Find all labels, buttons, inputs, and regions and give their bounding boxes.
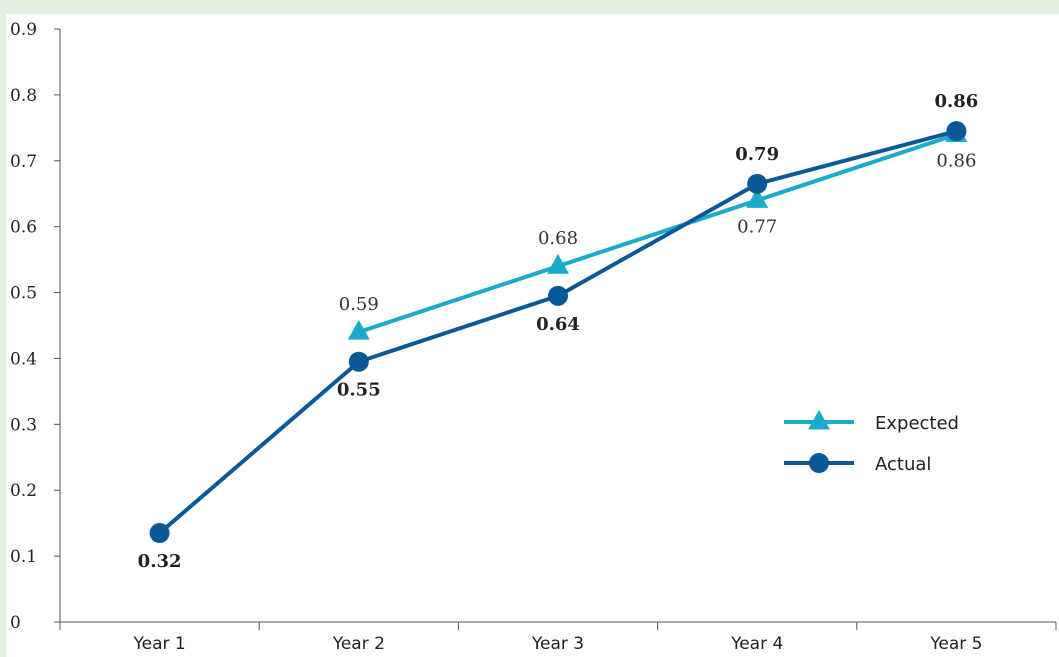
y-tick-label: 0.9 <box>10 20 37 40</box>
expected-data-label: 0.77 <box>737 216 777 237</box>
x-tick-label: Year 2 <box>332 634 385 654</box>
x-tick-label: Year 4 <box>730 634 783 654</box>
actual-data-label: 0.79 <box>735 144 779 165</box>
legend-marker-circle <box>809 453 829 473</box>
series-line-expected <box>358 132 958 334</box>
legend-label-actual: Actual <box>875 454 931 475</box>
expected-point <box>547 253 569 274</box>
y-tick-label: 0.6 <box>10 218 37 238</box>
expected-data-label: 0.86 <box>936 150 976 171</box>
expected-data-label: 0.68 <box>538 228 578 249</box>
actual-point <box>747 173 768 194</box>
actual-point <box>946 121 967 142</box>
y-tick-label: 0.3 <box>10 415 37 435</box>
y-tick-label: 0.2 <box>10 481 37 501</box>
x-tick-label: Year 1 <box>132 634 185 654</box>
actual-data-label: 0.86 <box>934 91 978 112</box>
actual-point <box>149 523 170 544</box>
y-tick-label: 0.4 <box>10 349 37 369</box>
y-tick-label: 0.7 <box>10 152 37 172</box>
y-tick-label: 0.5 <box>10 284 37 304</box>
legend-marker-triangle <box>808 409 830 430</box>
y-tick-label: 0 <box>10 613 21 633</box>
actual-data-label: 0.64 <box>536 314 580 335</box>
line-chart: 0 0.1 0.2 0.3 0.4 0.5 0.6 0.7 0.8 0.9 Year 1 Year 2… <box>10 20 1057 654</box>
actual-point <box>548 285 568 306</box>
actual-data-label: 0.32 <box>138 551 182 572</box>
expected-point <box>347 319 370 340</box>
y-tick-label: 0.1 <box>10 547 37 567</box>
x-tick-label: Year 5 <box>929 634 982 654</box>
actual-point <box>348 351 369 372</box>
chart-panel: 0 0.1 0.2 0.3 0.4 0.5 0.6 0.7 0.8 0.9 Year 1 Year 2… <box>6 14 1059 657</box>
y-tick-label: 0.8 <box>10 86 37 106</box>
expected-point <box>746 188 769 208</box>
x-tick-label: Year 3 <box>531 634 584 654</box>
legend-label-expected: Expected <box>875 413 959 434</box>
actual-data-label: 0.55 <box>337 380 381 401</box>
expected-data-label: 0.59 <box>339 294 379 315</box>
